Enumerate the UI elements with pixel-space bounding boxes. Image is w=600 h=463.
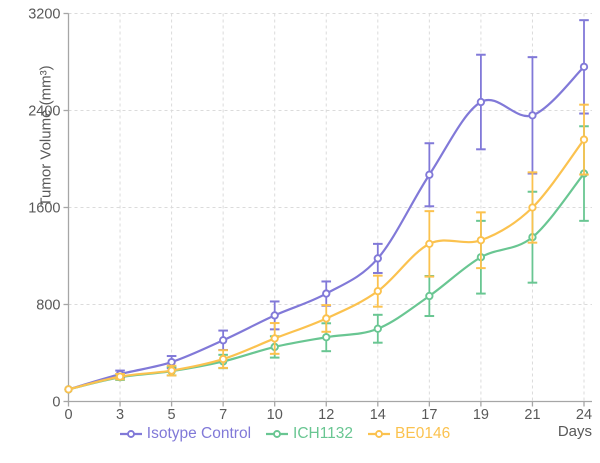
legend-label: ICH1132 xyxy=(293,425,354,442)
x-tick-label: 21 xyxy=(524,407,540,423)
legend-label: BE0146 xyxy=(395,425,451,442)
error-bars-be0146 xyxy=(115,103,589,381)
legend-line-marker-icon xyxy=(266,430,289,438)
data-point-marker xyxy=(167,357,176,367)
x-tick-label: 17 xyxy=(421,407,437,423)
data-point-marker xyxy=(425,239,434,249)
x-tick-label: 12 xyxy=(318,407,334,423)
data-point-marker xyxy=(425,170,434,179)
data-point-marker xyxy=(425,291,434,301)
data-point-marker xyxy=(270,334,279,343)
data-point-marker xyxy=(115,372,125,381)
data-point-marker xyxy=(322,333,331,342)
x-tick-label: 3 xyxy=(116,407,124,423)
chart-legend: Isotype Control ICH1132 BE0146 xyxy=(0,425,570,443)
legend-item-isotype-control: Isotype Control xyxy=(119,425,252,443)
y-tick-label: 800 xyxy=(36,298,60,314)
data-point-marker xyxy=(579,62,589,71)
line-isotype-control xyxy=(67,65,586,391)
series-be0146 xyxy=(64,103,589,394)
gridlines xyxy=(68,13,592,402)
data-point-marker xyxy=(373,287,382,296)
data-point-marker xyxy=(579,135,589,144)
data-point-marker xyxy=(270,311,279,320)
axes: 0 800 1600 2400 3200 0 3 5 7 10 12 14 17 19 21 24 xyxy=(28,7,592,424)
data-point-marker xyxy=(476,97,486,107)
data-point-marker xyxy=(528,111,537,120)
data-point-marker xyxy=(218,354,228,364)
x-tick-label: 0 xyxy=(64,407,72,423)
data-point-marker xyxy=(322,289,331,298)
data-point-marker xyxy=(322,314,331,323)
y-axis-label: Tumor Volume (mm³) xyxy=(37,65,55,207)
x-tick-label: 10 xyxy=(267,407,283,423)
data-point-marker xyxy=(167,366,176,375)
y-tick-label: 1600 xyxy=(28,201,60,217)
legend-item-be0146: BE0146 xyxy=(368,425,450,443)
x-tick-label: 14 xyxy=(370,407,386,423)
x-axis-label: Days xyxy=(557,423,592,440)
data-point-marker xyxy=(528,203,537,212)
data-point-marker xyxy=(476,236,486,245)
legend-item-ich1132: ICH1132 xyxy=(266,425,353,443)
legend-label: Isotype Control xyxy=(146,425,252,442)
x-tick-label: 19 xyxy=(473,407,489,423)
data-point-marker xyxy=(373,254,382,263)
error-bars-ich1132 xyxy=(115,125,589,381)
y-tick-label: 3200 xyxy=(28,7,60,23)
data-point-marker xyxy=(373,324,382,333)
error-bars-isotype-control xyxy=(115,19,589,379)
data-point-marker xyxy=(218,336,228,345)
y-tick-label: 2400 xyxy=(28,104,60,120)
x-tick-label: 5 xyxy=(168,407,176,423)
x-tick-label: 7 xyxy=(219,407,227,423)
data-point-marker xyxy=(64,385,73,394)
series-ich1132 xyxy=(64,125,589,394)
legend-line-marker-icon xyxy=(119,430,142,438)
x-tick-label: 24 xyxy=(576,407,592,423)
legend-line-marker-icon xyxy=(368,430,391,438)
y-tick-label: 0 xyxy=(52,395,60,411)
